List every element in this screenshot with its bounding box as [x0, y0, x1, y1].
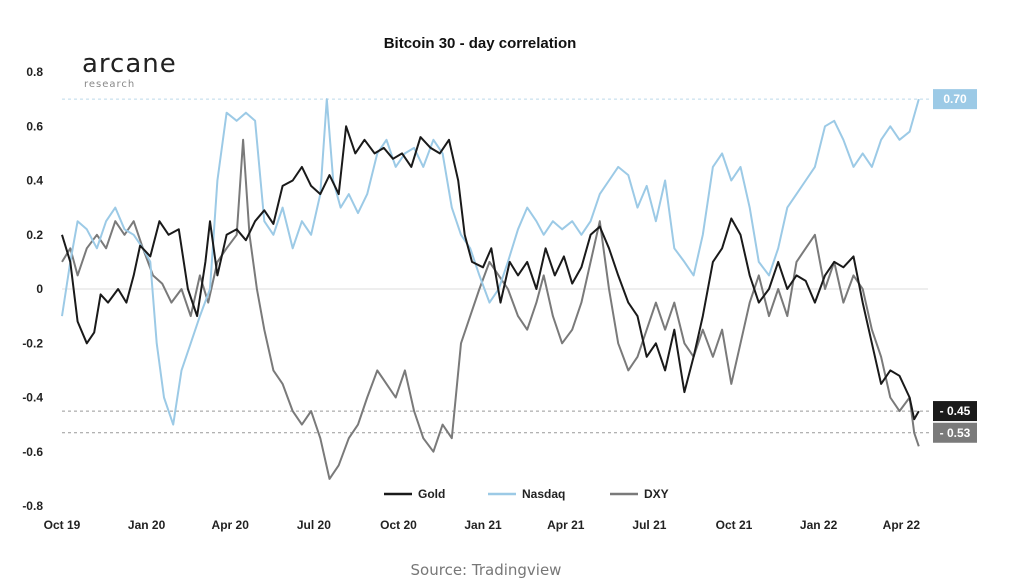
value-badge: - 0.53 — [933, 422, 977, 443]
x-tick-label: Jan 22 — [800, 518, 838, 532]
legend-item-dxy: DXY — [610, 487, 669, 501]
legend-label: Gold — [418, 487, 445, 501]
y-tick-label: -0.4 — [22, 391, 43, 405]
x-tick-label: Jan 20 — [128, 518, 166, 532]
legend-item-gold: Gold — [384, 487, 445, 501]
badge-layer: 0.70 - 0.45 - 0.53 — [933, 89, 977, 443]
series-line-nasdaq — [61, 98, 920, 426]
source-note: Source: Tradingview — [411, 561, 562, 579]
x-tick-label: Jan 21 — [464, 518, 502, 532]
grid-layer — [62, 98, 932, 434]
y-tick-label: -0.6 — [22, 445, 43, 459]
x-tick-label: Apr 21 — [547, 518, 585, 532]
value-badge-label: - 0.53 — [940, 426, 971, 440]
y-tick-label: 0.2 — [26, 228, 43, 242]
y-tick-label: 0.6 — [26, 119, 43, 133]
x-tick-label: Oct 20 — [380, 518, 417, 532]
logo-sub: research — [84, 79, 135, 90]
x-tick-label: Apr 22 — [883, 518, 921, 532]
value-badge-bg — [933, 89, 977, 110]
legend-label: Nasdaq — [522, 487, 565, 501]
series-line-gold — [61, 125, 920, 421]
value-badge: 0.70 — [933, 89, 977, 110]
y-tick-label: 0 — [36, 282, 43, 296]
x-tick-label: Jul 21 — [632, 518, 666, 532]
x-tick-label: Oct 19 — [44, 518, 81, 532]
arcane-logo: arcane research — [82, 49, 177, 90]
y-tick-label: -0.8 — [22, 499, 43, 513]
legend: Gold Nasdaq DXY — [384, 487, 669, 501]
y-tick-label: -0.2 — [22, 336, 43, 350]
x-tick-label: Oct 21 — [716, 518, 753, 532]
chart-title: Bitcoin 30 - day correlation — [384, 35, 577, 52]
legend-label: DXY — [644, 487, 669, 501]
y-axis: 0.8 0.6 0.4 0.2 0 -0.2 -0.4 -0.6 -0.8 — [22, 65, 43, 513]
legend-item-nasdaq: Nasdaq — [488, 487, 565, 501]
y-tick-label: 0.8 — [26, 65, 43, 79]
logo-name: arcane — [82, 49, 177, 79]
x-tick-label: Apr 20 — [212, 518, 250, 532]
series-layer — [61, 98, 920, 480]
x-axis: Oct 19 Jan 20 Apr 20 Jul 20 Oct 20 Jan 21 Apr … — [44, 518, 921, 532]
series-line-dxy — [61, 138, 920, 480]
value-badge: - 0.45 — [933, 401, 977, 422]
x-tick-label: Jul 20 — [297, 518, 331, 532]
value-badge-bg — [933, 422, 977, 443]
value-badge-label: - 0.45 — [940, 404, 971, 418]
value-badge-bg — [933, 401, 977, 422]
value-badge-label: 0.70 — [943, 92, 967, 106]
y-tick-label: 0.4 — [26, 174, 43, 188]
